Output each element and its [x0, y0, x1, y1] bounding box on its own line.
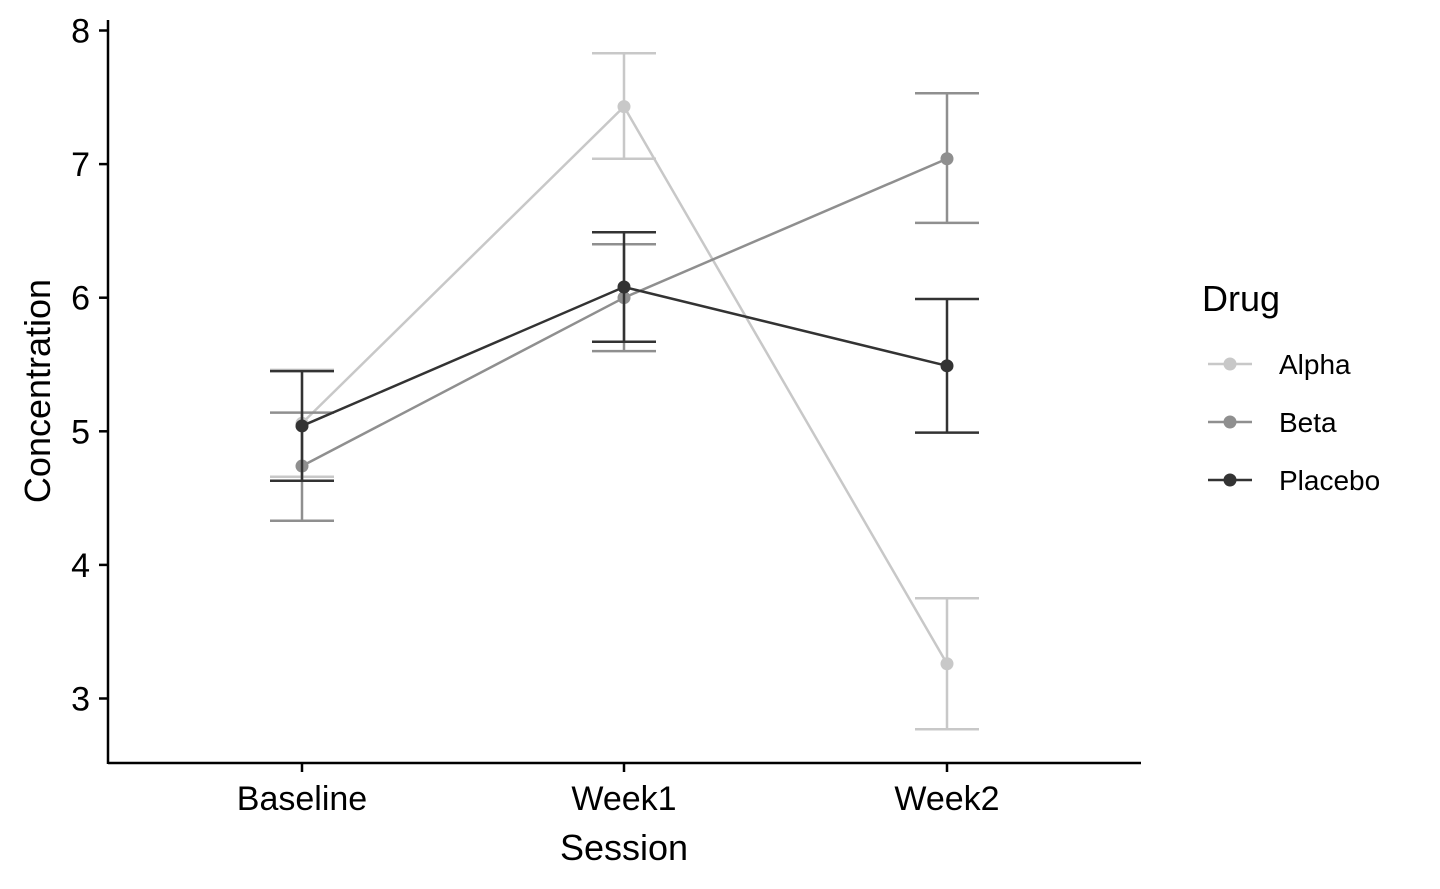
data-point — [295, 419, 309, 433]
legend-title: Drug — [1202, 278, 1280, 319]
legend-key-point — [1223, 415, 1237, 429]
x-tick-label: Week2 — [894, 780, 999, 818]
series-alpha — [270, 51, 979, 731]
data-point — [940, 152, 954, 166]
legend-item-alpha: Alpha — [1208, 349, 1351, 380]
x-tick-label: Baseline — [237, 780, 367, 818]
data-point — [617, 100, 631, 114]
y-tick-label: 3 — [71, 681, 90, 719]
data-point — [940, 359, 954, 373]
legend-label: Beta — [1279, 407, 1337, 438]
legend-items: Alpha Beta Placebo — [1208, 349, 1380, 496]
series-placebo — [270, 230, 979, 482]
y-tick-label: 8 — [71, 13, 90, 51]
y-tick-label: 5 — [71, 413, 90, 451]
y-tick-label: 7 — [71, 146, 90, 184]
legend: Drug Alpha Beta Placebo — [1202, 278, 1380, 496]
legend-key-point — [1223, 357, 1237, 371]
data-point — [617, 280, 631, 294]
data-point — [940, 657, 954, 671]
y-axis-ticks: 3 4 5 6 7 8 — [71, 13, 108, 719]
x-tick-label: Week1 — [571, 780, 676, 818]
legend-key-point — [1223, 473, 1237, 487]
plot-area — [270, 51, 979, 731]
x-axis-ticks: Baseline Week1 Week2 — [237, 763, 1000, 818]
legend-item-placebo: Placebo — [1208, 465, 1380, 496]
legend-label: Alpha — [1279, 349, 1351, 380]
y-tick-label: 6 — [71, 280, 90, 318]
legend-item-beta: Beta — [1208, 407, 1337, 438]
y-axis-title: Concentration — [17, 279, 58, 503]
x-axis-title: Session — [560, 827, 688, 868]
legend-label: Placebo — [1279, 465, 1380, 496]
y-tick-label: 4 — [71, 547, 90, 585]
